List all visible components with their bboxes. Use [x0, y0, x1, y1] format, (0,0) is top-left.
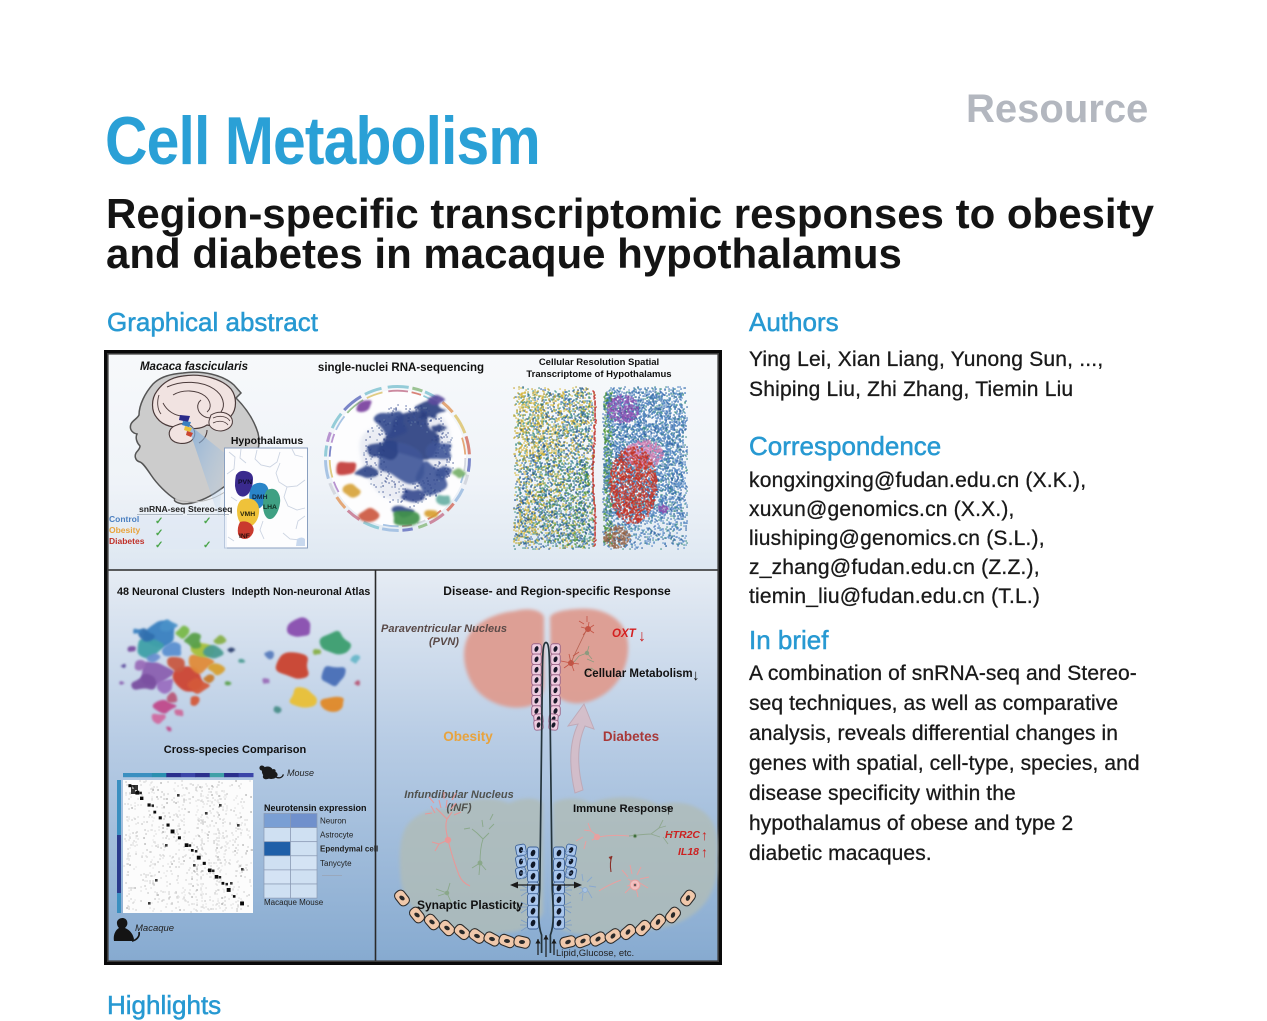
svg-text:Stereo-seq: Stereo-seq: [188, 504, 232, 514]
svg-text:IL18: IL18: [678, 846, 699, 858]
svg-text:Immune Response: Immune Response: [573, 803, 673, 815]
svg-text:INF: INF: [239, 533, 250, 540]
svg-text:Synaptic Plasticity: Synaptic Plasticity: [417, 898, 523, 912]
svg-text:HTR2C: HTR2C: [665, 829, 700, 841]
svg-text:Indepth Non-neuronal Atlas: Indepth Non-neuronal Atlas: [232, 586, 371, 598]
svg-text:Tanycyte: Tanycyte: [320, 859, 352, 868]
svg-text:Cellular Resolution Spatial: Cellular Resolution Spatial: [539, 357, 659, 368]
svg-text:↑: ↑: [701, 827, 708, 843]
svg-text:Cellular Metabolism: Cellular Metabolism: [584, 668, 693, 680]
svg-text:Neurotensin expression: Neurotensin expression: [264, 803, 367, 813]
svg-text:↓: ↓: [514, 898, 521, 914]
svg-text:Cross-species Comparison: Cross-species Comparison: [164, 744, 307, 756]
svg-text:Paraventricular Nucleus: Paraventricular Nucleus: [381, 623, 507, 635]
svg-text:LHA: LHA: [263, 504, 277, 511]
svg-text:✓: ✓: [155, 528, 163, 539]
svg-text:PVN: PVN: [238, 479, 252, 486]
svg-text:Obesity: Obesity: [109, 525, 140, 535]
svg-text:Hypothalamus: Hypothalamus: [231, 435, 304, 447]
svg-text:Macaque: Macaque: [135, 923, 174, 934]
svg-text:↑: ↑: [665, 801, 672, 817]
svg-text:Obesity: Obesity: [443, 729, 493, 744]
svg-text:Macaque Mouse: Macaque Mouse: [264, 898, 324, 907]
svg-text:✓: ✓: [203, 540, 211, 551]
svg-text:↓: ↓: [638, 628, 646, 645]
svg-text:Macaca fascicularis: Macaca fascicularis: [140, 361, 248, 373]
svg-text:↓: ↓: [692, 667, 700, 684]
svg-text:Astrocyte: Astrocyte: [320, 831, 354, 840]
svg-text:✓: ✓: [155, 516, 163, 527]
svg-text:OXT: OXT: [612, 628, 637, 640]
svg-text:VMH: VMH: [240, 511, 255, 518]
svg-text:(INF): (INF): [446, 802, 471, 814]
svg-text:✓: ✓: [203, 516, 211, 527]
svg-text:Diabetes: Diabetes: [603, 729, 659, 744]
svg-text:Infundibular Nucleus: Infundibular Nucleus: [404, 789, 513, 801]
svg-text:48 Neuronal Clusters: 48 Neuronal Clusters: [117, 586, 225, 598]
svg-text:single-nuclei RNA-sequencing: single-nuclei RNA-sequencing: [318, 362, 484, 374]
svg-text:Transcriptome of Hypothalamus: Transcriptome of Hypothalamus: [526, 369, 671, 380]
svg-text:↑: ↑: [701, 844, 708, 860]
svg-text:Lipid,Glucose, etc.: Lipid,Glucose, etc.: [556, 948, 634, 959]
svg-text:Neuron: Neuron: [320, 817, 346, 826]
svg-text:Mouse: Mouse: [287, 768, 314, 778]
svg-text:Control: Control: [109, 514, 139, 524]
svg-text:snRNA-seq: snRNA-seq: [139, 504, 185, 514]
svg-text:DMH: DMH: [252, 494, 268, 501]
svg-text:(PVN): (PVN): [429, 636, 459, 648]
svg-text:Ependymal cell: Ependymal cell: [320, 845, 378, 854]
svg-text:✓: ✓: [155, 540, 163, 551]
svg-text:Disease- and Region-specific R: Disease- and Region-specific Response: [443, 584, 671, 598]
svg-text:Diabetes: Diabetes: [109, 536, 145, 546]
